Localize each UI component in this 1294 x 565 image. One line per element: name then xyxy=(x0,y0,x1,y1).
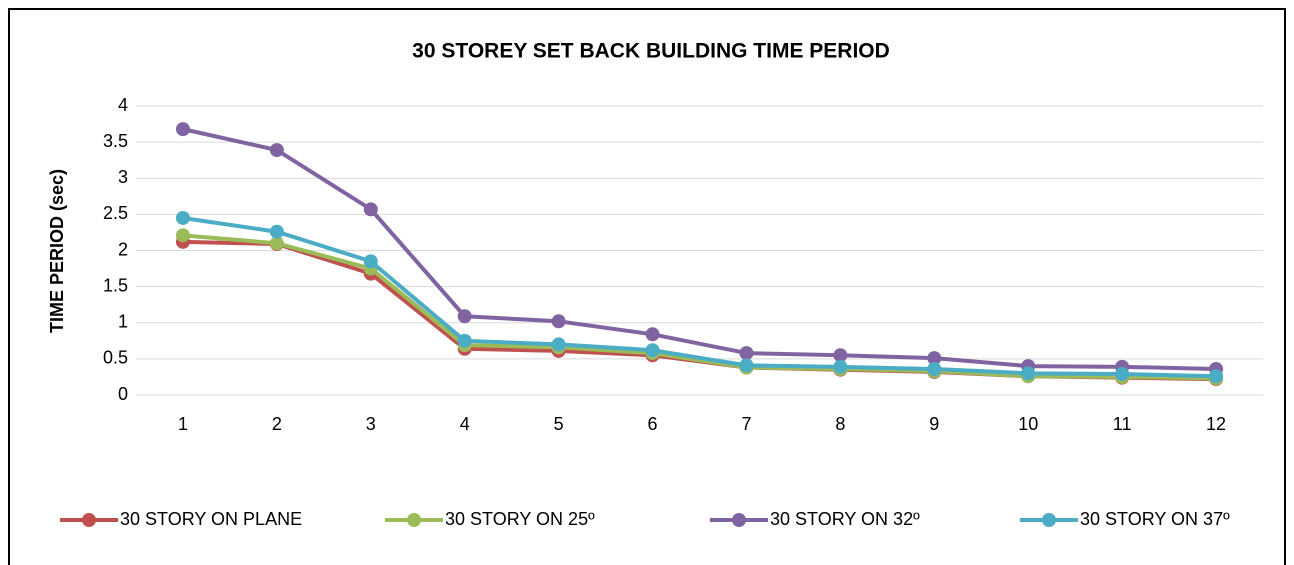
x-tick-label: 3 xyxy=(366,414,376,434)
point-marker xyxy=(269,224,284,239)
point-marker xyxy=(1115,367,1130,382)
y-tick-label: 2.5 xyxy=(103,203,128,223)
x-tick-label: 2 xyxy=(272,414,282,434)
point-marker xyxy=(363,254,378,269)
x-tick-label: 6 xyxy=(648,414,658,434)
x-tick-label: 5 xyxy=(554,414,564,434)
legend-label: 30 STORY ON 37º xyxy=(1080,509,1230,529)
point-marker xyxy=(739,358,754,373)
point-marker xyxy=(269,143,284,158)
x-tick-label: 1 xyxy=(178,414,188,434)
y-axis-label: TIME PERIOD (sec) xyxy=(47,169,67,333)
legend-marker xyxy=(407,513,421,527)
x-tick-label: 11 xyxy=(1113,414,1132,434)
point-marker xyxy=(1209,369,1224,384)
legend-marker xyxy=(732,513,746,527)
series-line xyxy=(182,216,1217,379)
y-tick-label: 3 xyxy=(118,167,128,187)
x-tick-label: 8 xyxy=(835,414,845,434)
point-marker xyxy=(175,228,190,243)
x-tick-label: 4 xyxy=(460,414,470,434)
point-marker xyxy=(269,236,284,251)
point-marker xyxy=(927,361,942,376)
point-marker xyxy=(739,346,754,361)
x-tick-label: 10 xyxy=(1018,414,1038,434)
x-tick-label: 12 xyxy=(1206,414,1226,434)
x-tick-label: 9 xyxy=(929,414,939,434)
point-marker xyxy=(927,351,942,366)
point-marker xyxy=(833,359,848,374)
point-marker xyxy=(833,348,848,363)
legend-marker xyxy=(1042,513,1056,527)
chart-title: 30 STOREY SET BACK BUILDING TIME PERIOD xyxy=(412,40,890,63)
y-tick-label: 1.5 xyxy=(103,275,128,295)
y-tick-label: 0.5 xyxy=(103,348,128,368)
point-marker xyxy=(551,337,566,352)
legend-marker xyxy=(82,513,96,527)
legend-label: 30 STORY ON 32º xyxy=(770,509,920,529)
point-marker xyxy=(363,202,378,217)
series-line xyxy=(182,127,1217,371)
point-marker xyxy=(457,309,472,324)
y-tick-label: 2 xyxy=(118,239,128,259)
point-marker xyxy=(1021,366,1036,381)
y-tick-label: 1 xyxy=(118,312,128,332)
point-marker xyxy=(175,122,190,137)
point-marker xyxy=(645,327,660,342)
point-marker xyxy=(457,333,472,348)
legend-label: 30 STORY ON PLANE xyxy=(120,509,302,529)
y-tick-label: 3.5 xyxy=(103,131,128,151)
series-line xyxy=(182,233,1217,381)
point-marker xyxy=(645,343,660,358)
point-marker xyxy=(175,210,190,225)
x-tick-label: 7 xyxy=(741,414,751,434)
point-marker xyxy=(551,314,566,329)
y-tick-label: 4 xyxy=(118,95,128,115)
y-tick-label: 0 xyxy=(118,384,128,404)
legend-label: 30 STORY ON 25º xyxy=(445,509,595,529)
